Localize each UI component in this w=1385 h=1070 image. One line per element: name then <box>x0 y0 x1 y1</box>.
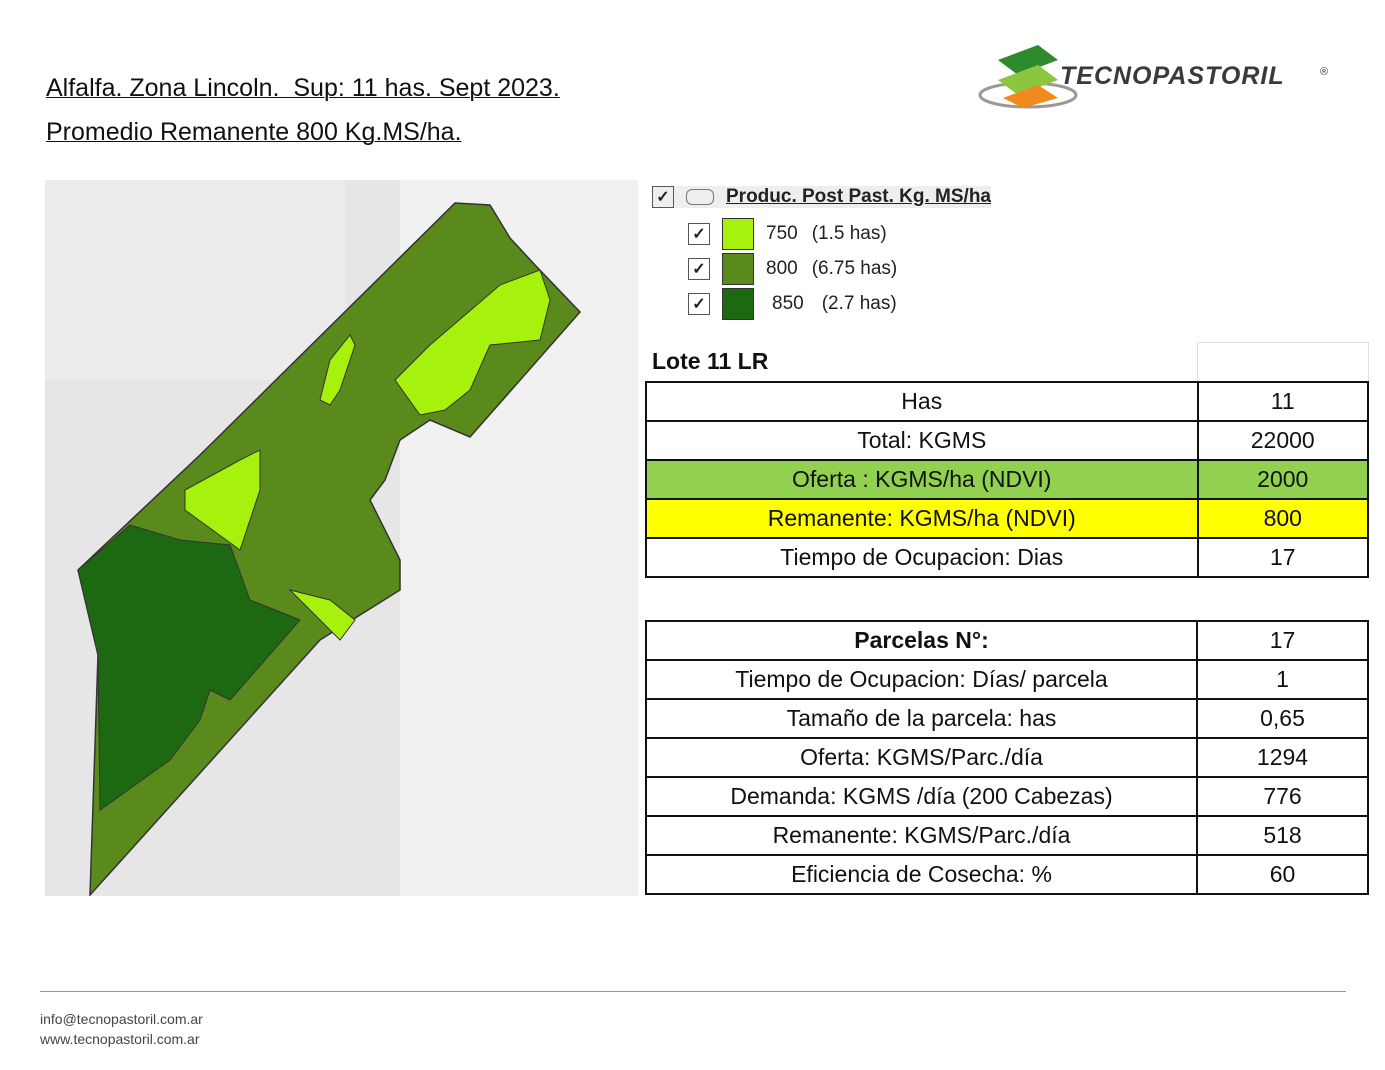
legend-title: Produc. Post Past. Kg. MS/ha <box>726 186 991 207</box>
title-line: Promedio Remanente 800 Kg.MS/ha. <box>46 118 462 146</box>
table-title-row: Lote 11 LR <box>646 342 1369 382</box>
table: Lote 11 LR Has 11 Total: KGMS 22000 Oferta : … <box>645 342 1369 578</box>
checkbox[interactable]: ✓ <box>688 258 710 280</box>
table-row: Oferta : KGMS/ha (NDVI) 2000 <box>645 458 1369 500</box>
legend-item: ✓ 850 (2.7 has) <box>688 288 897 320</box>
cell: Tiempo de Ocupacion: Días/ parcela <box>645 659 1198 700</box>
footer-email: info@tecnopastoril.com.ar <box>40 1011 203 1027</box>
footer-web: www.tecnopastoril.com.ar <box>40 1031 200 1047</box>
swatch <box>722 253 754 285</box>
table: Parcelas N°: 17 Tiempo de Ocupacion: Días/… <box>645 620 1369 895</box>
zone-750 <box>184 269 551 641</box>
cell: Oferta: KGMS/Parc./día <box>645 737 1198 778</box>
layer-icon <box>686 189 714 205</box>
cell: Parcelas N°: <box>645 620 1198 661</box>
swatch <box>722 288 754 320</box>
cell: Remanente: KGMS/Parc./día <box>645 815 1198 856</box>
table-row: Tiempo de Ocupacion: Días/ parcela 1 <box>645 659 1369 700</box>
cell: 776 <box>1196 776 1369 817</box>
cell: 60 <box>1196 854 1369 895</box>
legend-value: 850 <box>772 293 804 314</box>
cell: Tamaño de la parcela: has <box>645 698 1198 739</box>
legend-value: 800 <box>766 258 798 279</box>
logo: TECNOPASTORIL ® <box>978 40 1338 120</box>
table-row: Parcelas N°: 17 <box>645 620 1369 661</box>
legend-area: (6.75 has) <box>811 258 898 279</box>
table-row: Tiempo de Ocupacion: Dias 17 <box>645 536 1369 578</box>
swatch <box>722 218 754 250</box>
table-row: Remanente: KGMS/ha (NDVI) 800 <box>645 497 1369 539</box>
table-row: Total: KGMS 22000 <box>645 419 1369 461</box>
cell <box>1197 342 1369 382</box>
checkbox[interactable]: ✓ <box>688 293 710 315</box>
legend-header: ✓ Produc. Post Past. Kg. MS/ha <box>652 186 991 208</box>
cell: 1 <box>1196 659 1369 700</box>
title-line: Alfalfa. Zona Lincoln. Sup: 11 has. Sept… <box>46 74 560 102</box>
cell: Remanente: KGMS/ha (NDVI) <box>645 497 1199 539</box>
table-row: Remanente: KGMS/Parc./día 518 <box>645 815 1369 856</box>
map <box>45 180 638 896</box>
checkbox[interactable]: ✓ <box>652 186 674 208</box>
cell: 22000 <box>1196 419 1369 461</box>
table-row: Tamaño de la parcela: has 0,65 <box>645 698 1369 739</box>
cell: Has <box>645 380 1199 422</box>
cell: 800 <box>1196 497 1369 539</box>
legend-area: (2.7 has) <box>821 293 897 314</box>
cell: Total: KGMS <box>645 419 1199 461</box>
cell: Tiempo de Ocupacion: Dias <box>645 536 1199 578</box>
cell: 11 <box>1196 380 1369 422</box>
table-row: Oferta: KGMS/Parc./día 1294 <box>645 737 1369 778</box>
table-title: Lote 11 LR <box>646 342 1198 382</box>
zone-850 <box>77 524 301 811</box>
cell: Oferta : KGMS/ha (NDVI) <box>645 458 1199 500</box>
cell: 2000 <box>1196 458 1369 500</box>
cell: Eficiencia de Cosecha: % <box>645 854 1198 895</box>
cell: 0,65 <box>1196 698 1369 739</box>
cell: 1294 <box>1196 737 1369 778</box>
table-row: Has 11 <box>645 380 1369 422</box>
legend-item: ✓ 800 (6.75 has) <box>688 253 897 285</box>
table-row: Demanda: KGMS /día (200 Cabezas) 776 <box>645 776 1369 817</box>
cell: 17 <box>1196 620 1369 661</box>
legend-value: 750 <box>766 223 798 244</box>
footer-rule <box>40 991 1346 992</box>
cell: 518 <box>1196 815 1369 856</box>
cell: 17 <box>1196 536 1369 578</box>
logo-icon <box>978 45 1078 109</box>
cell: Demanda: KGMS /día (200 Cabezas) <box>645 776 1198 817</box>
legend-area: (1.5 has) <box>811 223 887 244</box>
checkbox[interactable]: ✓ <box>688 223 710 245</box>
legend-item: ✓ 750 (1.5 has) <box>688 218 887 250</box>
table-row: Eficiencia de Cosecha: % 60 <box>645 854 1369 895</box>
logo-text: TECNOPASTORIL <box>1060 62 1285 90</box>
logo-mark: ® <box>1320 66 1329 78</box>
